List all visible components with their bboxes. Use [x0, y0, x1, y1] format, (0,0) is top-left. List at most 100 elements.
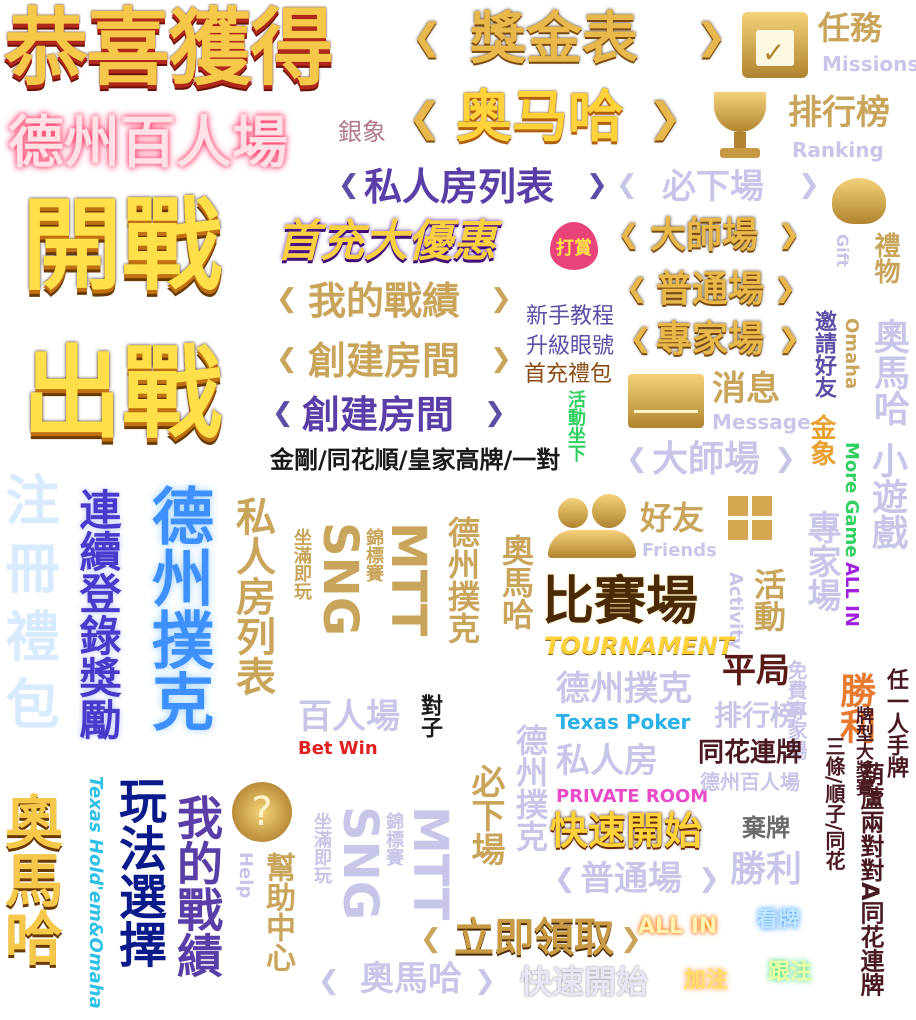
laurel-left-icon: ❮ [276, 284, 298, 314]
tournament-title[interactable]: 比賽場 [542, 572, 699, 632]
timed-label: 錦標賽 [363, 528, 384, 582]
normal-alt-button[interactable]: 普通場 [580, 859, 682, 899]
bonus-table-title: 獎金表 [470, 7, 638, 72]
all-in-label: ALL IN [841, 562, 862, 627]
mtt-label[interactable]: MTT [380, 522, 436, 637]
master-alt-button[interactable]: 大師場 [652, 439, 761, 480]
create-room-alt-button[interactable]: 創建房間 [302, 393, 455, 437]
timed-alt-label: 錦標賽 [383, 812, 404, 866]
texas-vertical-2[interactable]: 德州撲克 [443, 516, 481, 644]
mtt-alt-label[interactable]: MTT [402, 806, 458, 921]
help-center-label[interactable]: 幫助中心 [260, 852, 295, 972]
create-room-button[interactable]: 創建房間 [308, 339, 461, 383]
expert-button[interactable]: 專家場 [656, 319, 765, 360]
master-button[interactable]: 大師場 [650, 215, 759, 256]
laurel-left-icon: ❮ [616, 170, 638, 200]
must-down-button[interactable]: 必下場 [662, 167, 764, 207]
raise-button[interactable]: 加注 [684, 968, 729, 993]
laurel-right-icon: ❯ [620, 924, 642, 954]
sng-label[interactable]: SNG [312, 522, 368, 637]
first-gift-link[interactable]: 首充禮包 [524, 362, 613, 387]
private-room-list-vertical[interactable]: 私人房列表 [229, 496, 275, 696]
call-button[interactable]: 跟注 [768, 960, 813, 985]
friends-icon[interactable] [548, 494, 638, 560]
activity-grid-icon[interactable] [728, 496, 772, 552]
all-in-button[interactable]: ALL IN [638, 914, 718, 939]
help-question-icon[interactable]: ? [232, 782, 292, 842]
tournament-en: TOURNAMENT [544, 632, 735, 660]
newbie-tutorial-link[interactable]: 新手教程 [526, 304, 615, 329]
obama-vertical-2[interactable]: 奧馬哈 [497, 534, 535, 630]
private-room-cn[interactable]: 私人房 [556, 741, 658, 781]
ranking-alt-label[interactable]: 排行榜 [714, 699, 799, 732]
hundred-label[interactable]: 百人場 [298, 697, 400, 737]
invite-friends-link[interactable]: 邀請好友 [811, 310, 836, 398]
golden-elephant-label: 金象 [806, 414, 836, 466]
missions-label-en: Missions [822, 52, 916, 76]
draw-label: 平局 [722, 651, 790, 691]
laurel-right-icon: ❯ [798, 170, 820, 200]
laurel-left-icon: ❮ [338, 170, 360, 200]
mini-game-label: 小遊戲 [866, 442, 907, 550]
texas-poker-vertical: 德州撲克 [141, 484, 214, 732]
quick-start-alt-button[interactable]: 快速開始 [520, 963, 649, 1001]
quick-start-button[interactable]: 快速開始 [550, 809, 703, 853]
tip-label: 打賞 [556, 238, 592, 259]
ranking-label-cn: 排行榜 [788, 93, 890, 133]
laurel-left-icon: ❮ [276, 344, 298, 374]
win-vertical: 勝利 [834, 672, 875, 744]
missions-icon[interactable]: ✓ [742, 12, 808, 78]
texas-hundred-alt: 德州百人場 [700, 770, 800, 794]
free-expert-label: 免費專家場 [784, 660, 808, 760]
laurel-right-icon: ❯ [474, 966, 496, 996]
my-record-vertical[interactable]: 我的戰績 [170, 794, 224, 978]
message-envelope-icon[interactable] [628, 374, 704, 428]
laurel-right-icon: ❯ [648, 95, 682, 141]
start-battle-title: 開戰 [22, 187, 222, 304]
normal-button[interactable]: 普通場 [656, 269, 765, 310]
laurel-right-icon: ❯ [484, 398, 506, 428]
texas-hundred-title: 德州百人場 [8, 111, 288, 176]
gift-icon[interactable] [832, 178, 886, 224]
silver-label: 銀象 [338, 118, 386, 146]
texas-poker-cn[interactable]: 德州撲克 [556, 669, 692, 709]
laurel-right-icon: ❯ [696, 17, 727, 58]
claim-now-button[interactable]: 立即領取 [454, 915, 614, 961]
message-label-en: Message [712, 410, 811, 434]
laurel-right-icon: ❯ [490, 284, 512, 314]
laurel-left-icon: ❮ [630, 324, 652, 354]
fold-button[interactable]: 棄牌 [742, 814, 790, 842]
play-select-label: 玩法選擇 [110, 776, 166, 968]
help-label-en: Help [235, 852, 256, 899]
register-gift-label: 注冊禮包 [0, 472, 59, 744]
laurel-right-icon: ❯ [698, 864, 720, 894]
win-label: 勝利 [730, 849, 803, 890]
private-room-list-button[interactable]: 私人房列表 [364, 165, 555, 209]
bet-type-label: 牌型大獎賽 [853, 706, 874, 796]
obama-title: 奥马哈 [456, 85, 624, 150]
laurel-left-icon: ❮ [554, 864, 576, 894]
laurel-left-icon: ❮ [408, 95, 442, 141]
must-down-vertical[interactable]: 必下場 [465, 764, 505, 866]
pair-label: 對子 [417, 694, 442, 738]
ranking-label-en: Ranking [792, 138, 884, 162]
texas-poker-en: Texas Poker [556, 710, 691, 734]
friends-label-en: Friends [642, 540, 717, 561]
fight-title: 出戰 [22, 335, 222, 452]
laurel-right-icon: ❯ [586, 170, 608, 200]
tip-heart-icon[interactable]: 打賞 [550, 222, 598, 270]
obama-alt-button[interactable]: 奧馬哈 [360, 959, 462, 999]
message-label-cn: 消息 [712, 369, 780, 409]
first-charge-banner[interactable]: 首充大優惠 [276, 216, 496, 267]
missions-label-cn: 任務 [818, 9, 883, 47]
check-button[interactable]: 看牌 [756, 908, 801, 933]
hands-label: 金剛/同花順/皇家高牌/一對 [270, 446, 561, 474]
upgrade-link[interactable]: 升級眼號 [526, 334, 615, 359]
trophy-icon[interactable] [700, 92, 780, 162]
sng-alt-label[interactable]: SNG [332, 806, 388, 921]
laurel-left-icon: ❮ [420, 924, 442, 954]
gourd-label: 葫蘆兩對對A同花連牌 [856, 762, 884, 997]
laurel-left-icon: ❮ [618, 220, 640, 250]
texas-vertical-3[interactable]: 德州撲克 [511, 724, 549, 852]
my-record-button[interactable]: 我的戰績 [308, 279, 461, 323]
